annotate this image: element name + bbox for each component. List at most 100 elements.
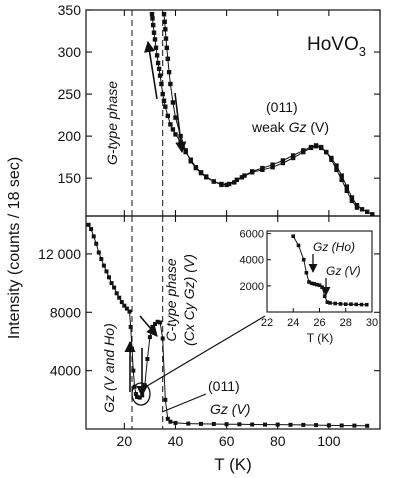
bottom-data-point <box>86 222 91 227</box>
top-data-point <box>344 184 349 189</box>
top-data-point <box>198 170 204 176</box>
inset-data-point <box>322 294 327 299</box>
bottom-gz-v-label: Gz (V) <box>210 401 250 417</box>
bottom-data-point <box>96 250 101 255</box>
bottom-data-point <box>326 423 331 428</box>
bottom-leader-line <box>161 393 207 413</box>
bottom-data-point <box>133 392 138 396</box>
bottom-data-point <box>160 336 165 341</box>
bottom-xtick-label: 80 <box>270 433 286 449</box>
bottom-data-point <box>211 422 216 426</box>
x-axis-label: T (K) <box>214 455 251 474</box>
inset-data-point <box>325 300 330 304</box>
bottom-data-point <box>250 422 255 427</box>
top-data-point <box>334 163 339 168</box>
top-dashed-lines <box>131 10 164 216</box>
bottom-xtick-label: 20 <box>117 433 133 449</box>
top-data-point <box>370 212 375 217</box>
bottom-data-point <box>163 397 168 402</box>
bottom-data-point <box>119 300 124 305</box>
gz-v-and-ho-label: Gz (V and Ho) <box>101 323 117 412</box>
top-data-point <box>153 45 159 50</box>
bottom-data-point <box>131 368 136 373</box>
bottom-data-point <box>147 335 152 340</box>
top-data-point <box>242 173 247 178</box>
inset-xtick-label: 28 <box>340 317 352 329</box>
inset-data-point <box>296 243 301 248</box>
top-data-point <box>270 165 275 170</box>
bottom-data-point <box>127 309 132 314</box>
bottom-data-point <box>352 423 357 428</box>
top-data-point <box>204 175 209 180</box>
top-data-point <box>227 181 232 187</box>
bottom-data-point <box>142 383 147 388</box>
top-data-point <box>313 143 319 148</box>
inset-ytick-label: 4000 <box>240 255 264 267</box>
weak-gz-suffix: (V) <box>310 119 329 135</box>
top-data-point <box>270 162 275 167</box>
bottom-data-point <box>104 269 109 274</box>
inset-ytick-label: 2000 <box>240 281 264 293</box>
top-data-point <box>166 70 172 75</box>
top-data-point <box>188 159 193 164</box>
bottom-data-point <box>186 421 191 426</box>
weak-gz-prefix: weak <box>251 119 286 135</box>
top-data-point <box>354 202 360 208</box>
top-data-point <box>359 207 365 212</box>
inset-data-point <box>317 283 322 287</box>
top-data-point <box>163 36 169 41</box>
top-data-point <box>280 158 286 163</box>
top-panel: 150 200 250 300 350 HoVO3 G-type phase (011)… <box>58 2 381 217</box>
inset-data-point <box>301 257 306 262</box>
bottom-data-point <box>173 420 178 425</box>
top-data-point <box>163 27 168 32</box>
inset-yticks: 2000 4000 6000 <box>240 229 271 293</box>
top-data-point <box>344 188 349 193</box>
top-title-subscript: 3 <box>359 44 366 59</box>
bottom-data-point <box>122 303 127 308</box>
warming-arrow <box>174 92 187 154</box>
bottom-data-point <box>107 275 111 280</box>
bottom-data-point <box>165 416 170 421</box>
inset-series <box>291 234 369 307</box>
inset-data-point <box>354 302 358 307</box>
bottom-data-point <box>99 257 104 261</box>
top-data-point <box>151 30 157 35</box>
bottom-data-point <box>155 319 160 324</box>
top-data-point <box>151 22 156 28</box>
bottom-data-point <box>117 295 122 300</box>
inset-data-point <box>364 302 369 307</box>
top-data-point <box>324 149 329 155</box>
bottom-data-point <box>153 322 157 326</box>
circled-region <box>131 382 151 406</box>
bottom-xtick-label: 60 <box>219 433 235 449</box>
top-data-point <box>290 153 296 158</box>
inset-chart: 2000 4000 6000 22 24 26 28 30 T (K) Gz (Ho) Gz… <box>240 229 379 345</box>
bottom-data-point <box>314 423 319 428</box>
top-data-point <box>219 182 224 188</box>
bottom-data-point <box>114 291 119 296</box>
inset-leader-line <box>146 315 266 387</box>
inset-gz-ho-label: Gz (Ho) <box>313 240 355 254</box>
top-data-point <box>170 127 176 132</box>
top-data-point <box>165 56 170 61</box>
top-data-point <box>193 165 199 171</box>
bottom-data-point <box>237 422 242 427</box>
top-ytick-label: 200 <box>58 128 82 144</box>
bottom-panel-frame <box>85 215 381 430</box>
inset-data-point <box>312 282 316 286</box>
inset-xtick-label: 30 <box>366 317 378 329</box>
top-data-point <box>165 113 170 119</box>
top-data-point <box>365 209 370 214</box>
inset-data-point <box>307 280 311 284</box>
bottom-data-point <box>94 241 99 246</box>
inset-data-point <box>309 281 314 286</box>
top-data-point <box>339 173 344 178</box>
weak-gz-label: weak Gz (V) <box>251 119 329 135</box>
bottom-ytick-label: 12 000 <box>38 246 81 262</box>
top-data-point <box>280 160 286 166</box>
inset-data-point <box>349 302 353 306</box>
inset-data-point <box>359 302 364 307</box>
top-data-point <box>156 66 162 72</box>
